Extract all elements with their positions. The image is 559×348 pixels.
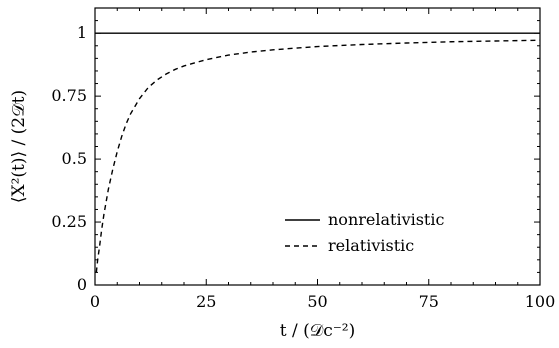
- y-tick-label: 0.5: [62, 149, 87, 168]
- x-axis-label: t / (𝒟c⁻²): [280, 321, 356, 341]
- legend: nonrelativistic relativistic: [285, 210, 444, 255]
- x-tick-label: 0: [90, 292, 100, 311]
- y-tick-label: 0.75: [51, 86, 87, 105]
- y-tick-label: 0.25: [51, 212, 87, 231]
- x-tick-label: 25: [196, 292, 216, 311]
- legend-label-nonrelativistic: nonrelativistic: [328, 210, 444, 229]
- y-tick-label: 0: [77, 275, 87, 294]
- series-line-relativistic: [95, 39, 541, 273]
- x-tick-label: 50: [307, 292, 327, 311]
- legend-label-relativistic: relativistic: [328, 236, 414, 255]
- x-tick-label: 75: [419, 292, 439, 311]
- x-tick-label: 100: [525, 292, 556, 311]
- plot-frame: [94, 7, 541, 286]
- y-axis-label: ⟨X²(t)⟩ / (2𝒟t): [9, 90, 29, 203]
- y-tick-label: 1: [77, 23, 87, 42]
